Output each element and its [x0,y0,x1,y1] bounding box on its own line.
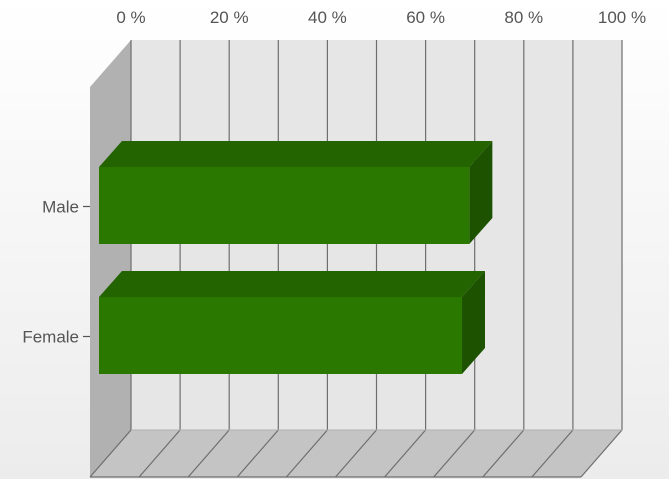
bar-front-face [99,297,462,374]
floor-grid-line [285,429,328,478]
bar-female [99,271,485,374]
bar-top-face [99,271,485,297]
floor-grid-line [482,429,525,478]
floor-grid-line [384,429,427,478]
left-wall [90,40,131,477]
floor-grid-line [89,429,132,478]
bar-front-face [99,167,470,244]
floor-grid-line [580,429,623,478]
x-tick-label: 40 % [308,8,347,27]
bars [99,141,493,374]
bar-side-face [469,141,493,244]
x-tick-label: 100 % [598,8,646,27]
x-tick-label: 20 % [210,8,249,27]
bar-male [99,141,493,244]
floor-grid-line [531,429,574,478]
y-tick-label: Male [42,198,79,217]
y-tick-label: Female [22,328,79,347]
x-tick-label: 80 % [504,8,543,27]
floor-grid-line [236,429,279,478]
bar-side-face [461,271,485,374]
x-tick-label: 60 % [406,8,445,27]
floor-grid-line [433,429,476,478]
x-axis-tick-labels: 0 % 20 % 40 % 60 % 80 % 100 % [116,8,646,27]
y-axis-category-labels: Male Female [22,198,90,347]
floor-grid-line [187,429,230,478]
floor-grid-line [335,429,377,478]
floor-grid-line [138,429,181,478]
x-tick-label: 0 % [116,8,145,27]
chart-walls [90,40,622,477]
bar-top-face [99,141,493,167]
